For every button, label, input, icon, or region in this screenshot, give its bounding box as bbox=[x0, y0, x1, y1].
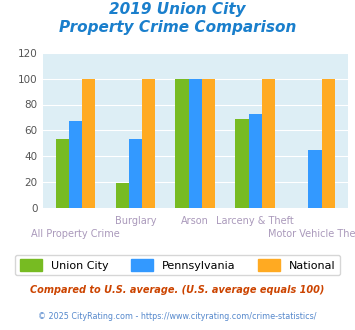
Bar bbox=[129, 139, 142, 208]
Text: Arson: Arson bbox=[181, 216, 209, 226]
Text: All Property Crime: All Property Crime bbox=[31, 229, 120, 239]
Bar bbox=[248, 114, 262, 208]
Bar bbox=[82, 79, 95, 208]
Text: Compared to U.S. average. (U.S. average equals 100): Compared to U.S. average. (U.S. average … bbox=[30, 285, 325, 295]
Legend: Union City, Pennsylvania, National: Union City, Pennsylvania, National bbox=[15, 255, 340, 275]
Bar bbox=[56, 139, 69, 208]
Text: Property Crime Comparison: Property Crime Comparison bbox=[59, 20, 296, 35]
Text: Larceny & Theft: Larceny & Theft bbox=[216, 216, 294, 226]
Bar bbox=[202, 79, 215, 208]
Bar bbox=[189, 79, 202, 208]
Text: 2019 Union City: 2019 Union City bbox=[109, 2, 246, 16]
Bar bbox=[308, 150, 322, 208]
Text: Motor Vehicle Theft: Motor Vehicle Theft bbox=[268, 229, 355, 239]
Text: Burglary: Burglary bbox=[115, 216, 156, 226]
Text: © 2025 CityRating.com - https://www.cityrating.com/crime-statistics/: © 2025 CityRating.com - https://www.city… bbox=[38, 312, 317, 321]
Bar bbox=[116, 183, 129, 208]
Bar bbox=[142, 79, 155, 208]
Bar bbox=[69, 121, 82, 208]
Bar bbox=[262, 79, 275, 208]
Bar bbox=[175, 79, 189, 208]
Bar bbox=[322, 79, 335, 208]
Bar bbox=[235, 119, 248, 208]
